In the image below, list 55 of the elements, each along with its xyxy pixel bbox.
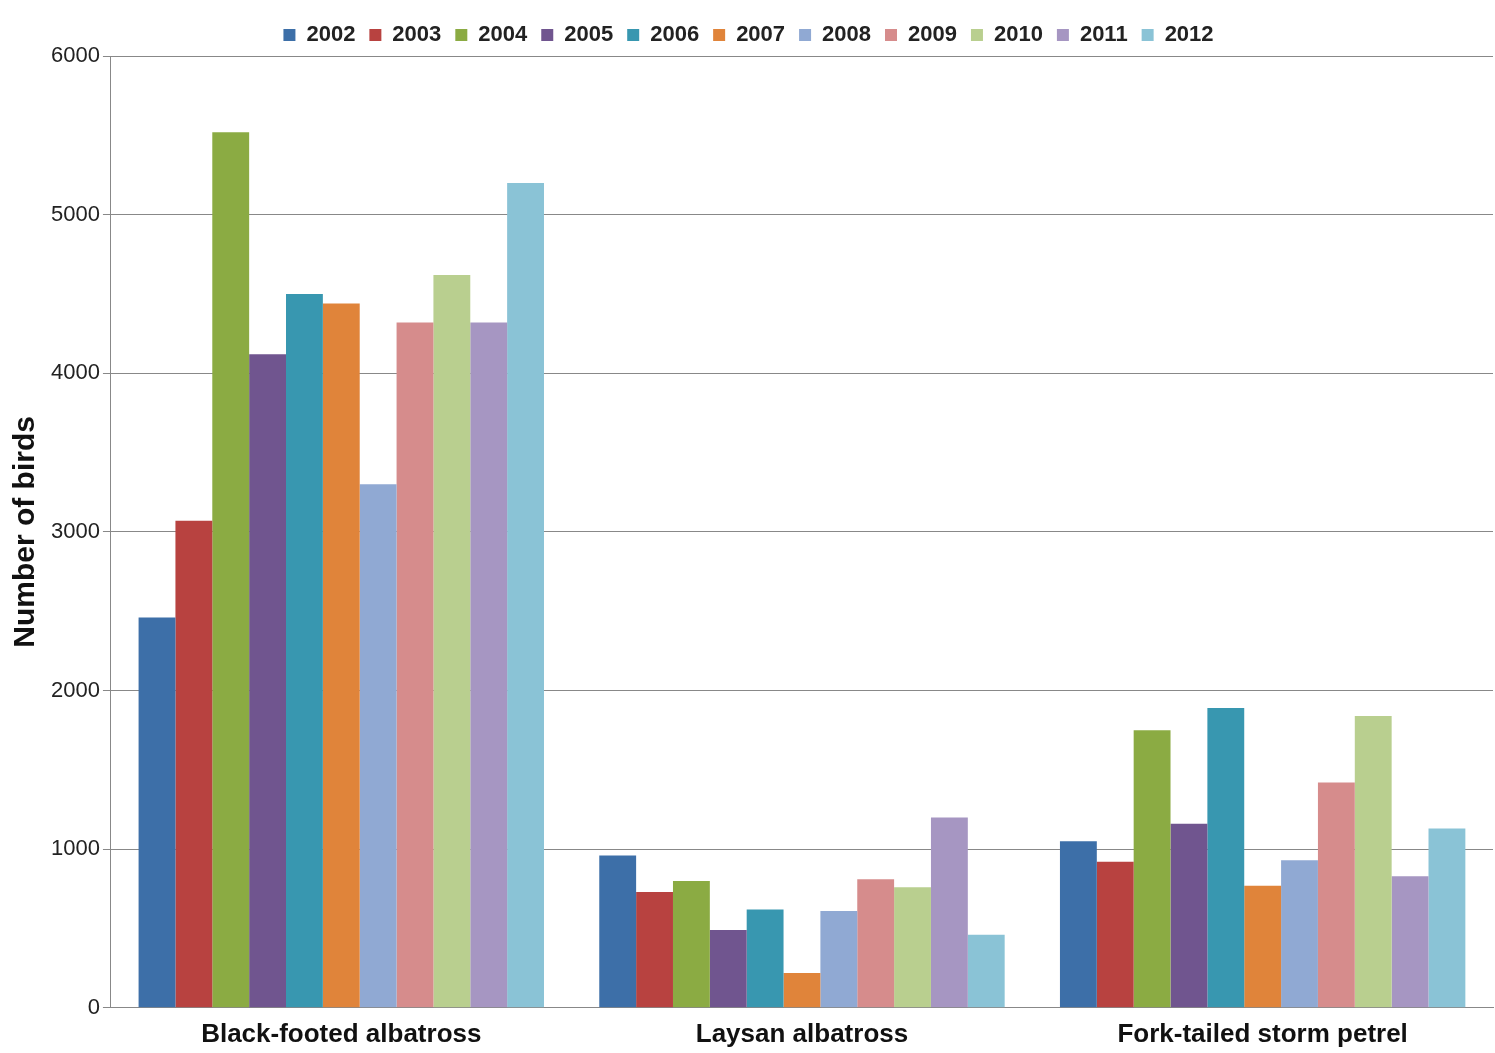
bar: [1281, 860, 1318, 1008]
bar: [286, 293, 323, 1008]
bar: [1170, 823, 1208, 1008]
x-tick-label: Fork-tailed storm petrel: [1117, 1017, 1408, 1048]
legend-label: 2010: [993, 21, 1043, 47]
bar: [894, 887, 931, 1008]
legend-label: 2008: [822, 21, 872, 47]
y-tick-label: 6000: [50, 42, 100, 68]
bar: [1133, 730, 1171, 1008]
bar: [1096, 861, 1134, 1008]
bar: [1207, 707, 1245, 1008]
y-tick-label: 1000: [50, 835, 100, 861]
legend-label: 2005: [564, 21, 614, 47]
bar: [857, 879, 895, 1008]
bar: [636, 892, 673, 1008]
y-tick-label: 5000: [50, 200, 100, 226]
bar: [433, 274, 471, 1008]
legend-label: 2004: [478, 21, 529, 47]
x-tick-label: Laysan albatross: [695, 1017, 909, 1048]
bar: [1428, 828, 1466, 1008]
legend-label: 2011: [1079, 21, 1128, 47]
bar: [1244, 885, 1282, 1008]
bar: [138, 617, 176, 1008]
bar: [1354, 715, 1392, 1008]
legend-label: 2003: [392, 21, 442, 47]
legend-label: 2006: [650, 21, 700, 47]
y-tick-label: 2000: [50, 676, 100, 702]
legend-label: 2002: [306, 21, 356, 47]
y-tick-label: 3000: [50, 517, 100, 543]
bar: [672, 880, 710, 1008]
bar: [709, 930, 747, 1008]
bar: [470, 322, 508, 1008]
bar: [1059, 841, 1097, 1008]
bar: [507, 182, 544, 1008]
legend-label: 2007: [736, 21, 786, 47]
bar: [212, 132, 250, 1008]
bar: [1391, 876, 1429, 1008]
bar: [396, 322, 434, 1008]
y-tick-label: 0: [87, 993, 100, 1019]
y-tick-label: 4000: [50, 359, 100, 385]
bar: [599, 855, 637, 1008]
bar: [175, 520, 213, 1008]
bar: [930, 817, 968, 1008]
y-axis-title: Number of birds: [7, 416, 41, 648]
bar: [1317, 782, 1355, 1008]
legend-label: 2012: [1164, 21, 1214, 47]
bar: [746, 909, 784, 1008]
legend-label: 2009: [908, 21, 957, 47]
bar: [967, 934, 1005, 1008]
bar: [783, 972, 821, 1008]
bar: [359, 484, 397, 1008]
bar: [322, 303, 360, 1008]
bar: [249, 354, 286, 1008]
x-tick-label: Black-footed albatross: [201, 1017, 482, 1048]
bar: [820, 911, 858, 1008]
